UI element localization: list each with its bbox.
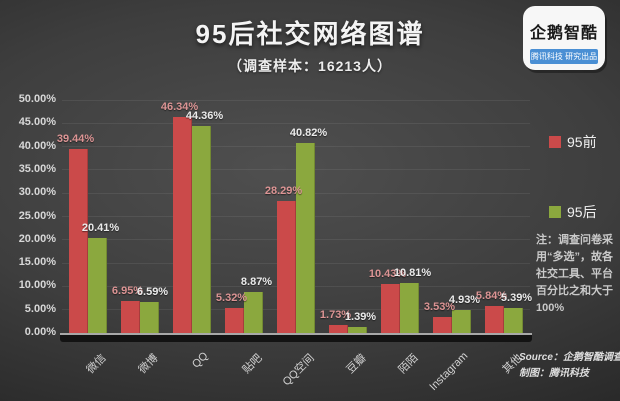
x-axis-label-QQ空间: QQ空间: [280, 352, 317, 389]
data-label-95前-微博: 6.95%: [111, 284, 144, 297]
page-title: 95后社交网络图谱: [195, 19, 425, 49]
x-axis-label-Instagram: Instagram: [427, 350, 471, 394]
x-axis-line: [60, 333, 532, 335]
legend-item-95后: 95后: [549, 202, 597, 222]
x-axis-shadow: [60, 335, 532, 342]
y-axis-tick: 50.00%: [18, 93, 56, 105]
y-axis-tick: 40.00%: [18, 139, 56, 152]
brand-logo-tagline: 腾讯科技 研究出品: [530, 49, 598, 64]
bar-95后-贴吧: [244, 291, 263, 333]
data-label-95后-微信: 20.41%: [81, 221, 120, 234]
y-axis-tick: 15.00%: [18, 256, 56, 269]
source-text: Source：企鹅智酷调查 制图：腾讯科技: [519, 350, 620, 382]
data-label-95后-QQ: 44.36%: [185, 110, 224, 123]
data-label-95前-微信: 39.44%: [56, 133, 95, 146]
data-label-95后-微博: 6.59%: [136, 286, 169, 299]
y-axis-tick: 20.00%: [18, 232, 56, 245]
bar-95前-QQ空间: [277, 201, 296, 333]
legend-label: 95后: [567, 204, 597, 220]
y-axis-tick: 25.00%: [18, 209, 56, 222]
data-label-95前-贴吧: 5.32%: [215, 292, 248, 305]
x-axis-label-贴吧: 贴吧: [240, 352, 265, 377]
bar-95后-Instagram: [452, 310, 471, 333]
source-line-2: 制图：腾讯科技: [519, 368, 589, 379]
data-label-95后-豆瓣: 1.39%: [344, 310, 377, 323]
data-label-95后-其他: 5.39%: [500, 291, 533, 304]
y-axis-tick: 10.00%: [18, 279, 56, 292]
bar-95后-其他: [504, 307, 523, 333]
bar-95前-豆瓣: [329, 324, 348, 333]
bar-95前-贴吧: [225, 308, 244, 333]
gridline: [62, 122, 530, 124]
data-label-95前-Instagram: 3.53%: [423, 300, 456, 313]
x-axis-label-豆瓣: 豆瓣: [344, 352, 369, 377]
legend-swatch-icon: [549, 206, 561, 218]
data-label-95后-QQ空间: 40.82%: [289, 126, 328, 139]
bar-95后-豆瓣: [348, 326, 367, 333]
gridline: [62, 99, 530, 101]
y-axis-tick: 35.00%: [18, 162, 56, 175]
data-label-95后-陌陌: 10.81%: [393, 266, 432, 279]
bar-95前-陌陌: [381, 284, 400, 333]
bar-95前-微博: [121, 300, 140, 333]
bar-95后-陌陌: [400, 282, 419, 333]
data-label-95前-QQ空间: 28.29%: [264, 185, 303, 198]
bar-95后-微博: [140, 302, 159, 333]
data-label-95前-其他: 5.84%: [475, 289, 508, 302]
note-text: 注：调查问卷采用“多选”，故各社交工具、平台百分比之和大于100%: [536, 234, 613, 314]
y-axis-tick: 30.00%: [18, 186, 56, 199]
legend-swatch-icon: [549, 136, 561, 148]
x-axis-label-QQ: QQ: [189, 350, 211, 371]
data-label-95前-豆瓣: 1.73%: [319, 308, 352, 321]
data-label-95前-陌陌: 10.43%: [368, 268, 407, 281]
data-label-95前-QQ: 46.34%: [160, 101, 199, 114]
bars-layer: [62, 100, 530, 333]
y-axis-tick: 45.00%: [18, 116, 56, 129]
legend-item-95前: 95前: [549, 132, 597, 152]
legend: 95前 95后: [549, 132, 597, 272]
bar-95后-QQ: [192, 126, 211, 333]
data-label-95后-Instagram: 4.93%: [448, 294, 481, 307]
page-subtitle: （调查样本：16213人）: [228, 58, 392, 74]
brand-logo: 企鹅智酷 腾讯科技 研究出品: [523, 6, 605, 70]
bar-95前-其他: [485, 305, 504, 333]
y-axis-tick: 5.00%: [24, 302, 56, 315]
bar-95前-微信: [69, 149, 88, 333]
x-axis-label-微信: 微信: [84, 352, 109, 377]
source-line-1: Source：企鹅智酷调查: [519, 352, 620, 363]
brand-logo-name: 企鹅智酷: [529, 25, 598, 42]
bar-95后-微信: [88, 237, 107, 333]
bar-95后-QQ空间: [296, 142, 315, 333]
x-axis-label-微博: 微博: [136, 352, 161, 377]
legend-label: 95前: [567, 134, 597, 150]
x-axis-label-陌陌: 陌陌: [396, 352, 421, 377]
data-label-95后-贴吧: 8.87%: [240, 275, 273, 288]
y-axis-tick: 0.00%: [24, 326, 56, 338]
bar-95前-Instagram: [433, 316, 452, 333]
bar-95前-QQ: [173, 117, 192, 333]
